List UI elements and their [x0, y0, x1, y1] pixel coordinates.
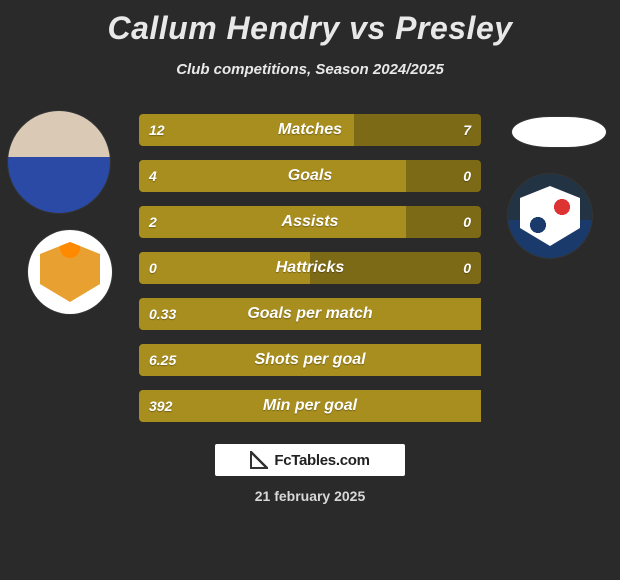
bar-segment-left: [139, 390, 481, 422]
stat-value-left: 6.25: [139, 344, 186, 376]
stat-row: Goals40: [139, 160, 481, 192]
bar-segment-left: [139, 298, 481, 330]
stat-value-left: 392: [139, 390, 182, 422]
stat-row: Shots per goal6.25: [139, 344, 481, 376]
stat-row: Hattricks00: [139, 252, 481, 284]
bar-segment-left: [139, 160, 406, 192]
bar-segment-left: [139, 206, 406, 238]
stat-row: Assists20: [139, 206, 481, 238]
stat-value-right: [461, 344, 481, 376]
club-badge-icon: [520, 186, 580, 246]
stat-value-left: 2: [139, 206, 167, 238]
footer-brand-text: FcTables.com: [274, 452, 369, 469]
stat-value-left: 4: [139, 160, 167, 192]
stat-value-right: [461, 298, 481, 330]
chart-icon: [250, 451, 268, 469]
player2-club-badge: [508, 174, 592, 258]
stat-value-right: [461, 390, 481, 422]
subtitle: Club competitions, Season 2024/2025: [0, 61, 620, 78]
stat-value-left: 0.33: [139, 298, 186, 330]
stat-value-right: 7: [453, 114, 481, 146]
stat-rows: Matches127Goals40Assists20Hattricks00Goa…: [139, 114, 481, 422]
stat-value-right: 0: [453, 206, 481, 238]
club-badge-icon: [40, 242, 100, 302]
date-label: 21 february 2025: [0, 488, 620, 504]
stat-value-left: 0: [139, 252, 167, 284]
stat-value-right: 0: [453, 160, 481, 192]
stat-row: Min per goal392: [139, 390, 481, 422]
footer-brand: FcTables.com: [215, 444, 405, 476]
page-title: Callum Hendry vs Presley: [0, 0, 620, 47]
player1-photo: [8, 111, 110, 213]
stat-value-left: 12: [139, 114, 175, 146]
player2-photo: [512, 117, 606, 147]
comparison-chart: Matches127Goals40Assists20Hattricks00Goa…: [0, 114, 620, 422]
stat-row: Matches127: [139, 114, 481, 146]
stat-row: Goals per match0.33: [139, 298, 481, 330]
stat-value-right: 0: [453, 252, 481, 284]
bar-segment-left: [139, 344, 481, 376]
player1-club-badge: [28, 230, 112, 314]
